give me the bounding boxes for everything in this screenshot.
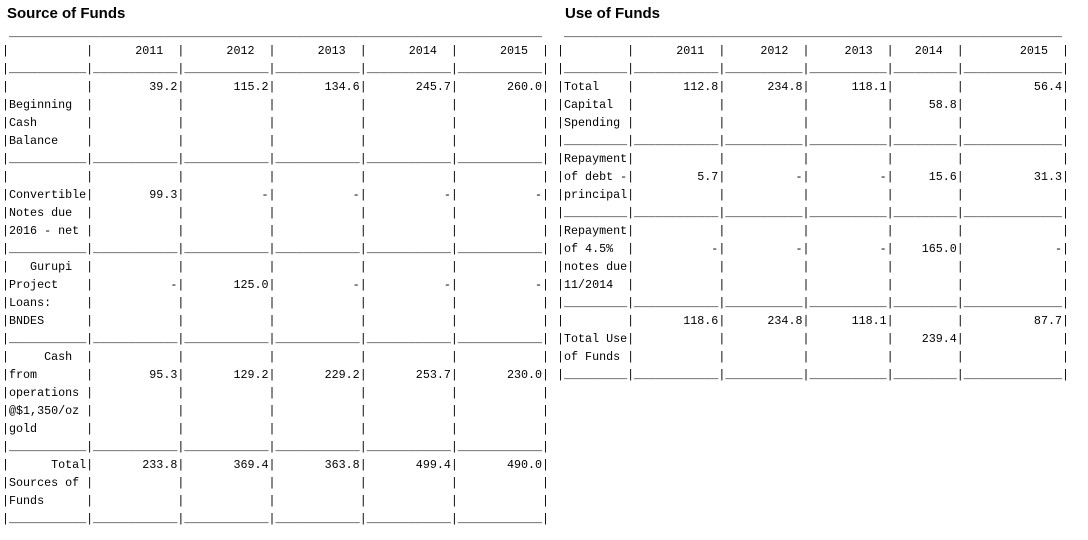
source-of-funds-title: Source of Funds [7,5,126,22]
use-of-funds-title: Use of Funds [565,5,661,22]
use-of-funds-table: ________________________________________… [557,26,1069,382]
source-of-funds-table: ________________________________________… [2,26,550,526]
